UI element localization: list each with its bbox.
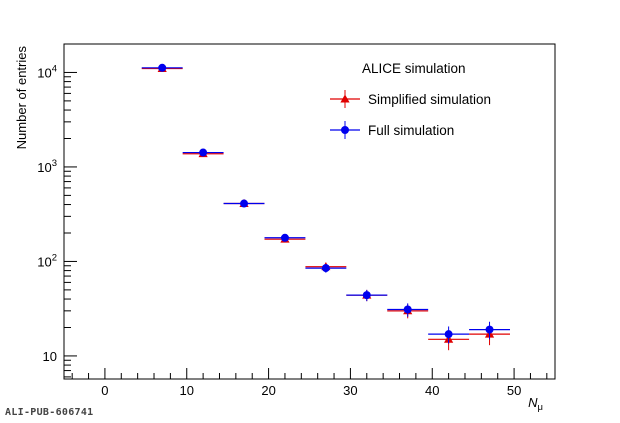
data-point bbox=[280, 233, 289, 242]
y-axis-title: Number of entries bbox=[14, 46, 29, 150]
y-tick-label: 103 bbox=[37, 158, 57, 175]
legend-marker bbox=[340, 94, 350, 103]
data-point bbox=[485, 325, 494, 334]
legend-label: Simplified simulation bbox=[368, 92, 491, 107]
y-tick-label: 104 bbox=[37, 63, 57, 80]
publication-id: ALI-PUB-606741 bbox=[5, 407, 94, 418]
x-tick-label: 0 bbox=[101, 383, 108, 398]
data-point bbox=[444, 330, 453, 339]
data-point bbox=[240, 199, 249, 208]
data-point bbox=[403, 305, 412, 314]
x-tick-label: 50 bbox=[507, 383, 521, 398]
x-axis-title: Nμ bbox=[528, 395, 543, 413]
data-point bbox=[321, 264, 330, 273]
data-point bbox=[158, 63, 167, 72]
x-tick-label: 30 bbox=[343, 383, 357, 398]
data-point bbox=[362, 291, 371, 300]
plot-frame bbox=[63, 43, 556, 380]
x-tick-label: 10 bbox=[180, 383, 194, 398]
legend-label: Full simulation bbox=[368, 123, 454, 138]
y-tick-label: 10 bbox=[43, 349, 57, 364]
legend-marker bbox=[341, 126, 349, 134]
data-point bbox=[199, 148, 208, 157]
legend-title: ALICE simulation bbox=[362, 61, 466, 76]
x-tick-label: 40 bbox=[425, 383, 439, 398]
y-tick-label: 102 bbox=[37, 252, 57, 269]
x-tick-label: 20 bbox=[261, 383, 275, 398]
